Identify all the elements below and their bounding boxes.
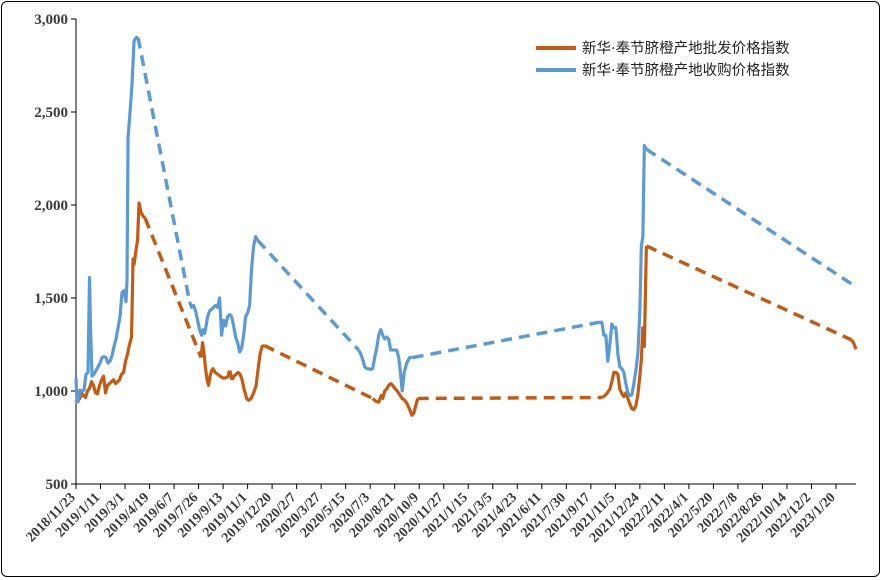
y-tick-label: 1,500 [34,291,68,307]
series-line-solid [74,35,139,404]
series-line-dashed [256,239,360,352]
series-line-solid [601,245,648,412]
series-wholesale [74,201,858,417]
series-line-dashed [136,37,192,303]
series-line-dashed [412,320,601,360]
y-tick-label: 1,000 [34,384,68,400]
series-line-solid [599,143,648,398]
y-tick-label: 2,500 [34,105,68,121]
series-line-dashed [645,147,857,289]
series-purchase [74,35,857,404]
series-line-dashed [417,395,603,401]
series-line-solid [357,328,413,393]
legend-label-wholesale: 新华·奉节脐橙产地批发价格指数 [582,40,790,57]
y-tick-label: 3,000 [34,12,68,28]
series-line-solid [188,235,260,354]
series-line-solid [230,343,265,402]
y-tick-label: 500 [46,477,69,493]
series-line-solid [371,381,420,417]
series-line-solid [850,338,858,350]
y-tick-label: 2,000 [34,198,68,214]
series-line-dashed [263,343,374,401]
series-line-dashed [143,217,203,359]
series-lines [74,35,858,417]
legend-label-purchase: 新华·奉节脐橙产地收购价格指数 [582,62,790,79]
series-line-solid [199,341,232,388]
series-line-solid [74,201,147,403]
legend: 新华·奉节脐橙产地批发价格指数 新华·奉节脐橙产地收购价格指数 [536,40,790,79]
series-line-dashed [645,244,853,342]
